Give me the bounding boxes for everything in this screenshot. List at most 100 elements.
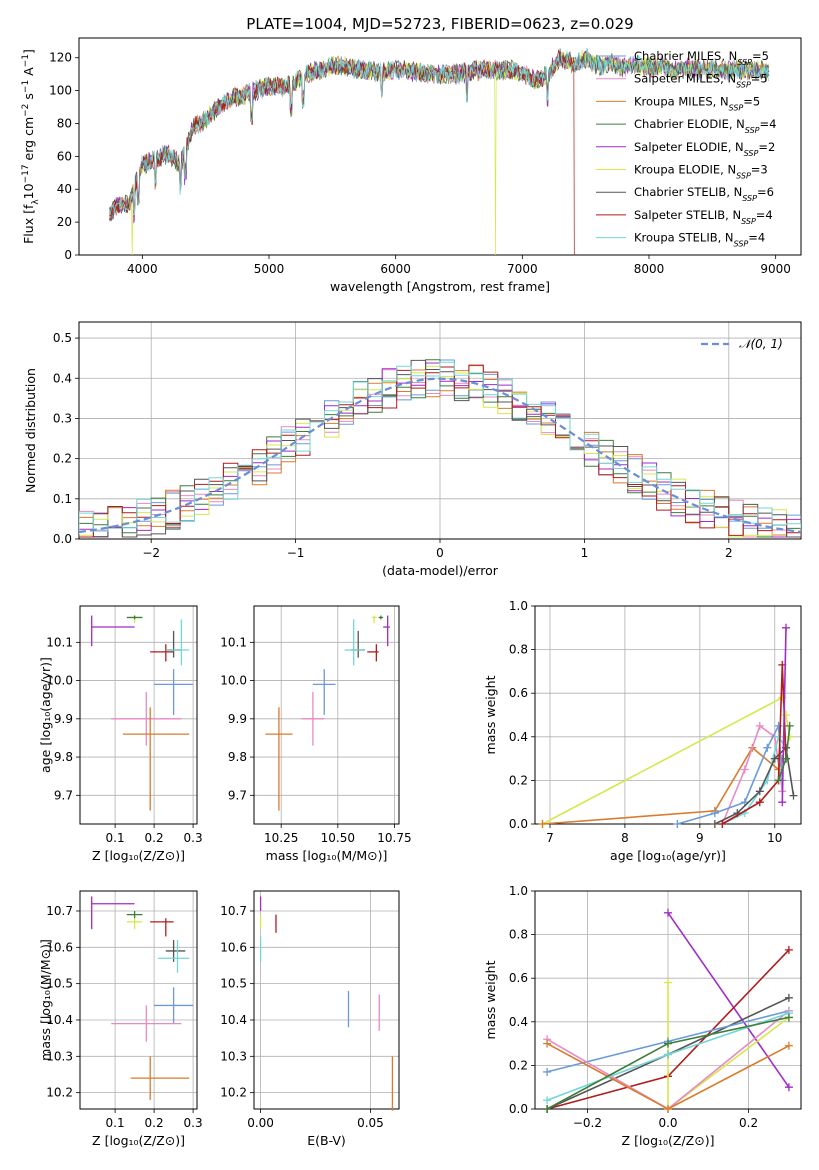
legend-entry-count: =4 — [760, 117, 777, 131]
y-tick-label: 10.6 — [46, 940, 73, 954]
legend-entry-subscript: SSP — [744, 148, 759, 157]
weight-marker — [543, 1096, 552, 1105]
legend-entry-subscript: SSP — [741, 216, 756, 225]
legend-entry: Salpeter STELIB, NSSP=4 — [634, 208, 773, 226]
weight-marker — [784, 945, 793, 954]
y-axis-label-part: ] — [21, 49, 36, 54]
x-tick-label: 9 — [696, 831, 704, 845]
legend-entry-text: Salpeter MILES, N — [634, 72, 736, 86]
legend-entry-subscript: SSP — [742, 194, 757, 203]
weight-marker — [784, 1041, 793, 1050]
weight-vs-metallicity-panel: −0.2 0.0 0.2 0.0 0.2 0.4 0.6 0.8 1.0 Z [log₁₀(Z/Z… — [483, 884, 802, 1148]
legend-entry-count: =4 — [748, 231, 765, 245]
legend-entry: Chabrier ELODIE, NSSP=4 — [634, 117, 776, 135]
weight-marker — [543, 1039, 552, 1048]
weight-vs-age-panel: 7 8 9 10 0.0 0.2 0.4 0.6 0.8 1.0 age [log₁₀(age/yr… — [483, 599, 802, 863]
axes-frame — [79, 890, 198, 1110]
y-axis-label-part: −2 — [21, 104, 31, 117]
mass-vs-ebv-panel: 0.00 0.05 10.2 10.3 10.4 10.5 10.6 10.7 E(B-V) — [220, 890, 400, 1148]
y-tick-label: 0.0 — [509, 1102, 528, 1116]
weight-marker — [673, 820, 682, 828]
x-tick-label: 7000 — [507, 262, 538, 276]
legend-entry-text: Kroupa ELODIE, N — [634, 163, 736, 177]
legend-entry-subscript: SSP — [736, 80, 751, 89]
weight-marker — [774, 732, 783, 741]
legend-entry-text: Chabrier STELIB, N — [634, 185, 742, 199]
legend-entry-text: Kroupa MILES, N — [634, 94, 729, 108]
y-tick-label: 10.3 — [46, 1049, 73, 1063]
mass-vs-metallicity-panel: 0.1 0.2 0.3 10.2 10.3 10.4 10.5 10.6 10.7 Z [log₁… — [38, 890, 203, 1148]
legend-entry-text: Chabrier MILES, N — [634, 49, 737, 63]
legend-entry-count: =3 — [751, 163, 768, 177]
weight-line — [721, 724, 784, 825]
x-tick-label: 0.05 — [357, 1116, 384, 1130]
legend-entry: Chabrier STELIB, NSSP=6 — [634, 185, 774, 203]
spectrum-line — [109, 48, 770, 216]
y-tick-label: 10.0 — [46, 674, 73, 688]
legend-entry-text: Salpeter ELODIE, N — [634, 140, 744, 154]
weight-marker — [755, 798, 764, 807]
y-tick-label: 0.4 — [509, 1015, 528, 1029]
y-tick-label: 10.1 — [46, 635, 73, 649]
y-axis-label-part: Flux [f — [21, 204, 36, 244]
y-axis-label: mass weight — [483, 960, 498, 1039]
residual-histogram-panel: −2 −1 0 1 2 0.0 0.1 0.2 0.3 0.4 0.5 (data-model)/er… — [23, 321, 802, 578]
y-tick-label: 0.8 — [509, 928, 528, 942]
weight-marker — [782, 711, 791, 719]
x-tick-label: 1 — [581, 546, 589, 560]
x-axis-label: mass [log₁₀(M/M⊙)] — [266, 848, 388, 863]
x-tick-label: 0.1 — [106, 831, 125, 845]
y-axis-label-part: A — [21, 67, 36, 80]
x-tick-label: 0.00 — [247, 1116, 274, 1130]
weight-marker — [770, 754, 779, 763]
x-tick-label: 8000 — [634, 262, 665, 276]
x-tick-label: 0.2 — [145, 1116, 164, 1130]
y-tick-label: 40 — [57, 182, 72, 196]
x-axis-label: age [log₁₀(age/yr)] — [610, 848, 726, 863]
weight-marker — [740, 765, 749, 774]
weight-line — [781, 627, 787, 803]
x-axis-label: Z [log₁₀(Z/Z⊙)] — [92, 848, 185, 863]
x-tick-label: 10.25 — [264, 831, 298, 845]
y-axis-label: age [log₁₀(age/yr)] — [38, 657, 53, 773]
x-tick-label: −2 — [142, 546, 160, 560]
weight-marker — [778, 798, 787, 807]
y-axis-label-part: −1 — [21, 54, 31, 67]
x-tick-label: 0.2 — [145, 831, 164, 845]
weight-marker — [664, 908, 672, 917]
x-tick-label: 10.75 — [377, 831, 411, 845]
axes-frame — [253, 605, 400, 825]
weight-marker — [782, 754, 791, 763]
y-axis-label: Flux [fλ10−17 erg cm−2 s−1 A−1] — [21, 49, 41, 244]
x-axis-label: wavelength [Angstrom, rest frame] — [330, 279, 550, 294]
y-tick-label: 60 — [57, 149, 72, 163]
legend-entry-count: =6 — [757, 185, 774, 199]
y-tick-label: 9.8 — [228, 750, 247, 764]
x-tick-label: 9000 — [760, 262, 791, 276]
x-tick-label: 0.3 — [184, 1116, 203, 1130]
y-axis-label-part: −17 — [21, 164, 31, 183]
y-axis-label-part: λ — [31, 199, 41, 205]
spectrum-line — [109, 49, 575, 255]
y-tick-label: 10.2 — [46, 1086, 73, 1100]
y-tick-label: 10.5 — [220, 977, 247, 991]
y-tick-label: 0.0 — [509, 817, 528, 831]
weight-marker — [543, 1067, 552, 1076]
y-tick-label: 0.3 — [53, 411, 72, 425]
weight-marker — [538, 820, 547, 828]
y-tick-label: 9.7 — [54, 788, 73, 802]
y-axis-label-part: 10 — [21, 183, 36, 199]
x-axis-label: (data-model)/error — [382, 563, 499, 578]
y-tick-label: 0.4 — [53, 371, 72, 385]
weight-marker — [710, 820, 719, 828]
y-tick-label: 10.7 — [46, 904, 73, 918]
x-tick-label: 4000 — [127, 262, 158, 276]
weight-marker — [784, 993, 793, 1002]
x-tick-label: 10.50 — [321, 831, 355, 845]
weight-marker — [664, 1105, 672, 1113]
y-axis-label: Normed distribution — [23, 368, 38, 493]
weight-marker — [718, 820, 727, 828]
y-tick-label: 0 — [64, 248, 72, 262]
figure-title: PLATE=1004, MJD=52723, FIBERID=0623, z=0… — [246, 15, 633, 33]
